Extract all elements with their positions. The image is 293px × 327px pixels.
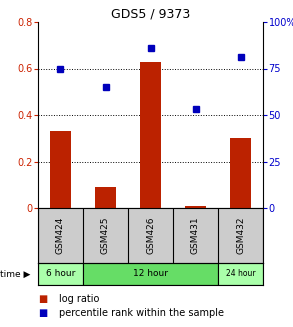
Text: GSM432: GSM432 — [236, 217, 245, 254]
Text: percentile rank within the sample: percentile rank within the sample — [59, 308, 224, 318]
Bar — [50, 131, 71, 208]
Bar — [83, 263, 218, 285]
Text: log ratio: log ratio — [59, 294, 99, 304]
Text: time ▶: time ▶ — [0, 269, 30, 279]
Text: 12 hour: 12 hour — [133, 269, 168, 279]
Bar — [140, 61, 161, 208]
Text: 6 hour: 6 hour — [46, 269, 75, 279]
Text: GSM425: GSM425 — [101, 217, 110, 254]
Bar — [38, 263, 83, 285]
Bar — [185, 206, 206, 208]
Text: GSM431: GSM431 — [191, 217, 200, 254]
Text: ■: ■ — [38, 308, 47, 318]
Title: GDS5 / 9373: GDS5 / 9373 — [111, 8, 190, 21]
Bar — [218, 263, 263, 285]
Text: GSM424: GSM424 — [56, 217, 65, 254]
Text: GSM426: GSM426 — [146, 217, 155, 254]
Bar — [230, 138, 251, 208]
Bar — [96, 187, 116, 208]
Text: 24 hour: 24 hour — [226, 269, 255, 279]
Text: ■: ■ — [38, 294, 47, 304]
